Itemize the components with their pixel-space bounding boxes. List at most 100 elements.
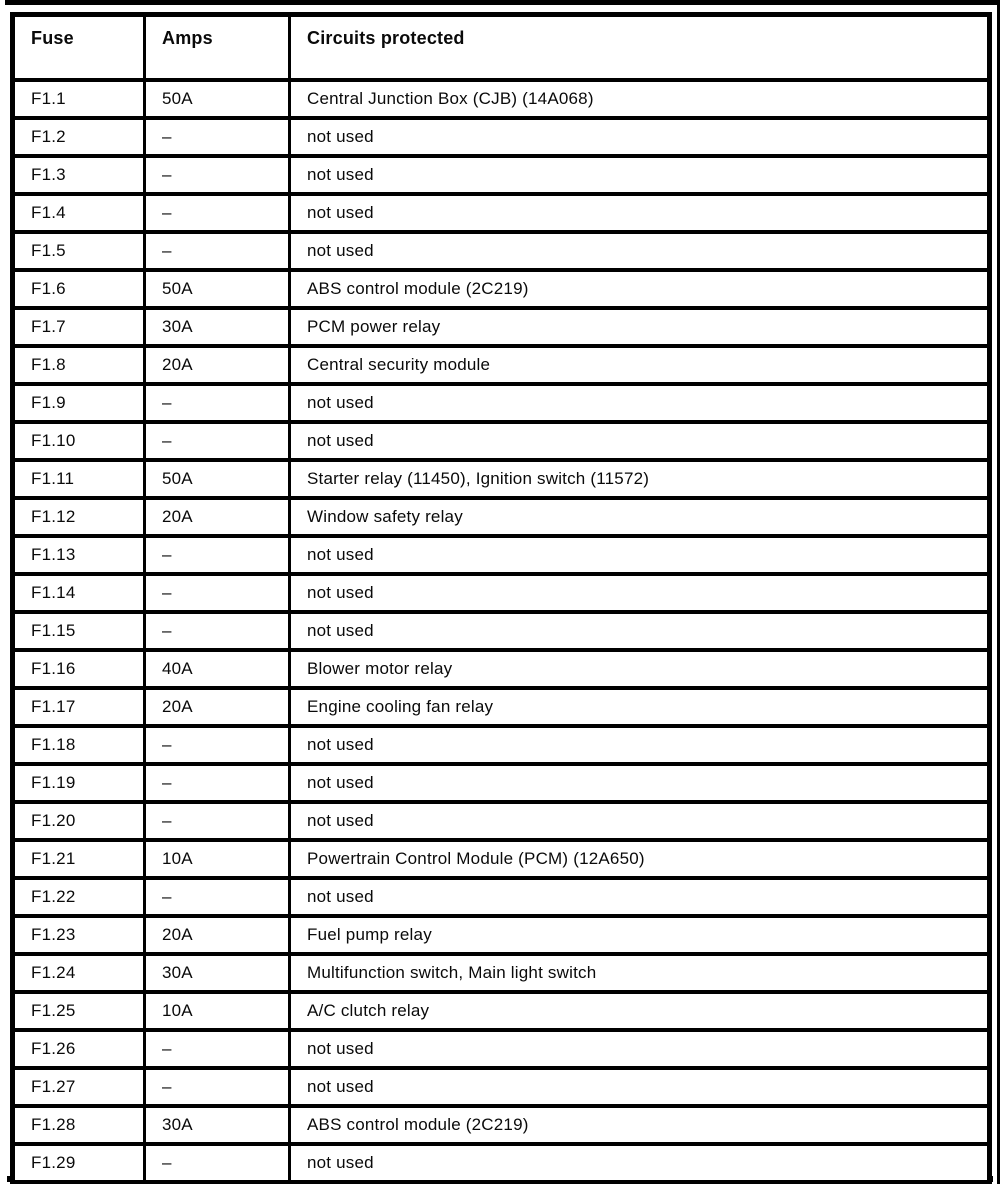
circuits-cell: Central security module	[288, 344, 991, 386]
circuits-cell: not used	[288, 154, 991, 196]
amps-cell: –	[143, 762, 291, 804]
fuse-cell: F1.26	[11, 1028, 146, 1070]
amps-cell: –	[143, 572, 291, 614]
table-row: F1.6 50A ABS control module (2C219)	[11, 268, 991, 310]
fuse-cell: F1.16	[11, 648, 146, 690]
fuse-cell: F1.9	[11, 382, 146, 424]
table-row: F1.20– not used	[11, 800, 991, 842]
amps-cell: –	[143, 876, 291, 918]
amps-cell: –	[143, 382, 291, 424]
circuits-cell: not used	[288, 420, 991, 462]
fuse-cell: F1.19	[11, 762, 146, 804]
amps-cell: –	[143, 534, 291, 576]
amps-cell: –	[143, 1028, 291, 1070]
fuse-cell: F1.22	[11, 876, 146, 918]
fuse-cell: F1.14	[11, 572, 146, 614]
amps-cell: 20A	[143, 686, 291, 728]
table-row: F1.29– not used	[11, 1142, 991, 1184]
table-row: F1.19– not used	[11, 762, 991, 804]
table-row: F1.27– not used	[11, 1066, 991, 1108]
circuits-cell: Fuel pump relay	[288, 914, 991, 956]
circuits-cell: not used	[288, 800, 991, 842]
table-row: F1.2– not used	[11, 116, 991, 158]
fuse-cell: F1.24	[11, 952, 146, 994]
column-header-circuits-protected: Circuits protected	[288, 13, 991, 82]
table-row: F1.7 30A PCM power relay	[11, 306, 991, 348]
table-row: F1.25 10A A/C clutch relay	[11, 990, 991, 1032]
fuse-cell: F1.5	[11, 230, 146, 272]
table-row: F1.18– not used	[11, 724, 991, 766]
amps-cell: –	[143, 1066, 291, 1108]
fuse-table: Fuse Amps Circuits protected F1.1 50A Cent…	[10, 12, 992, 1184]
amps-cell: –	[143, 230, 291, 272]
table-row: F1.8 20A Central security module	[11, 344, 991, 386]
fuse-cell: F1.18	[11, 724, 146, 766]
amps-cell: 40A	[143, 648, 291, 690]
fuse-cell: F1.11	[11, 458, 146, 500]
table-row: F1.17 20A Engine cooling fan relay	[11, 686, 991, 728]
amps-cell: 10A	[143, 990, 291, 1032]
amps-cell: 50A	[143, 78, 291, 120]
amps-cell: –	[143, 1142, 291, 1184]
amps-cell: 30A	[143, 1104, 291, 1146]
table-row: F1.4– not used	[11, 192, 991, 234]
circuits-cell: PCM power relay	[288, 306, 991, 348]
circuits-cell: not used	[288, 1142, 991, 1184]
circuits-cell: not used	[288, 762, 991, 804]
amps-cell: –	[143, 420, 291, 462]
fuse-cell: F1.3	[11, 154, 146, 196]
table-row: F1.22– not used	[11, 876, 991, 918]
table-row: F1.16 40A Blower motor relay	[11, 648, 991, 690]
column-header-amps: Amps	[143, 13, 291, 82]
fuse-cell: F1.20	[11, 800, 146, 842]
fuse-cell: F1.23	[11, 914, 146, 956]
amps-cell: –	[143, 610, 291, 652]
amps-cell: 20A	[143, 914, 291, 956]
table-row: F1.10– not used	[11, 420, 991, 462]
circuits-cell: Central Junction Box (CJB) (14A068)	[288, 78, 991, 120]
fuse-cell: F1.8	[11, 344, 146, 386]
fuse-cell: F1.2	[11, 116, 146, 158]
table-row: F1.13– not used	[11, 534, 991, 576]
fuse-cell: F1.13	[11, 534, 146, 576]
circuits-cell: not used	[288, 610, 991, 652]
amps-cell: 30A	[143, 952, 291, 994]
fuse-cell: F1.28	[11, 1104, 146, 1146]
circuits-cell: not used	[288, 230, 991, 272]
fuse-cell: F1.10	[11, 420, 146, 462]
fuse-cell: F1.7	[11, 306, 146, 348]
circuits-cell: not used	[288, 534, 991, 576]
circuits-cell: Blower motor relay	[288, 648, 991, 690]
circuits-cell: not used	[288, 192, 991, 234]
circuits-cell: ABS control module (2C219)	[288, 268, 991, 310]
amps-cell: 20A	[143, 496, 291, 538]
table-row: F1.12 20A Window safety relay	[11, 496, 991, 538]
table-row: F1.9– not used	[11, 382, 991, 424]
table-row: F1.26– not used	[11, 1028, 991, 1070]
column-header-fuse: Fuse	[11, 13, 146, 82]
circuits-cell: ABS control module (2C219)	[288, 1104, 991, 1146]
fuse-table-body: F1.1 50A Central Junction Box (CJB) (14A06…	[11, 78, 991, 1184]
table-row: F1.1 50A Central Junction Box (CJB) (14A06…	[11, 78, 991, 120]
amps-cell: 10A	[143, 838, 291, 880]
fuse-cell: F1.12	[11, 496, 146, 538]
fuse-cell: F1.1	[11, 78, 146, 120]
fuse-cell: F1.6	[11, 268, 146, 310]
page-top-border	[5, 0, 1000, 5]
circuits-cell: Powertrain Control Module (PCM) (12A650)	[288, 838, 991, 880]
circuits-cell: not used	[288, 572, 991, 614]
amps-cell: –	[143, 154, 291, 196]
circuits-cell: Starter relay (11450), Ignition switch (…	[288, 458, 991, 500]
header-row: Fuse Amps Circuits protected	[11, 13, 991, 82]
circuits-cell: Engine cooling fan relay	[288, 686, 991, 728]
table-row: F1.24 30A Multifunction switch, Main light…	[11, 952, 991, 994]
table-row: F1.3– not used	[11, 154, 991, 196]
circuits-cell: not used	[288, 876, 991, 918]
circuits-cell: not used	[288, 1028, 991, 1070]
amps-cell: 30A	[143, 306, 291, 348]
fuse-cell: F1.25	[11, 990, 146, 1032]
fuse-cell: F1.29	[11, 1142, 146, 1184]
table-row: F1.15– not used	[11, 610, 991, 652]
fuse-cell: F1.4	[11, 192, 146, 234]
